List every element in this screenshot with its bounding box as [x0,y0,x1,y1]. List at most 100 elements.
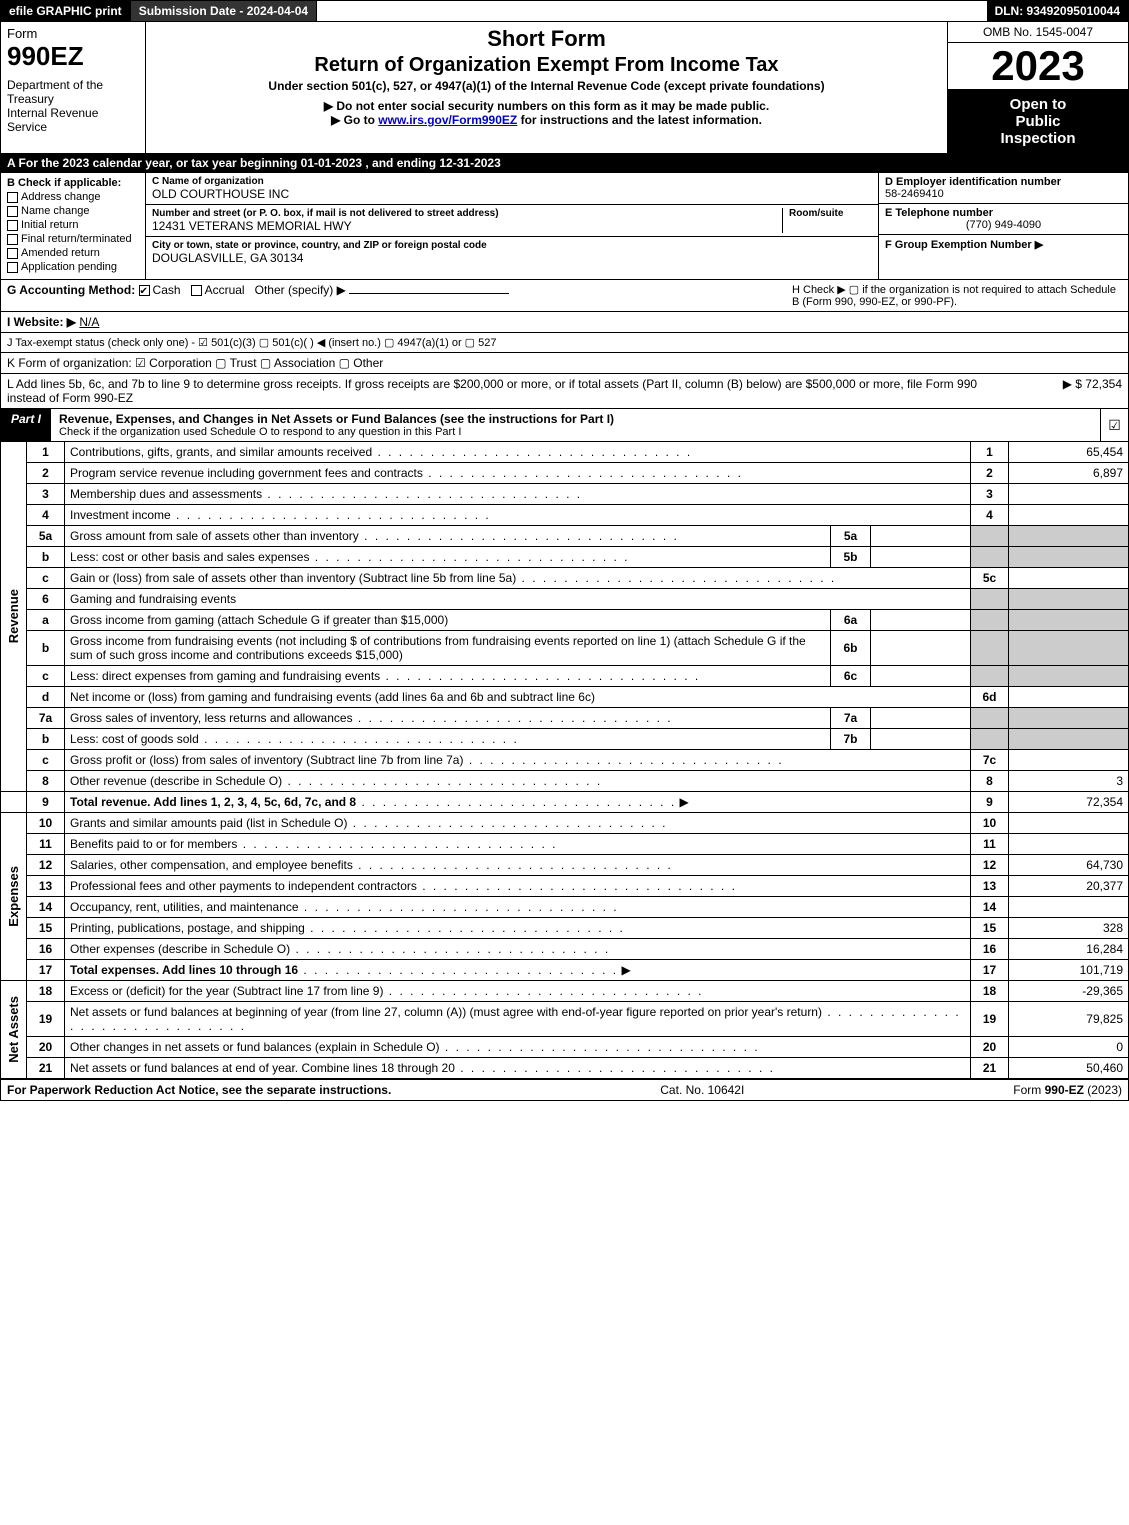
l-amount: ▶ $ 72,354 [1002,377,1122,405]
l13-value: 20,377 [1009,876,1129,897]
l7b-subval [871,729,971,750]
form-word: Form [7,26,139,41]
l-text: L Add lines 5b, 6c, and 7b to line 9 to … [7,377,1002,405]
l21-value: 50,460 [1009,1058,1129,1079]
side-expenses: Expenses [1,813,27,981]
part1-header: Part I Revenue, Expenses, and Changes in… [0,409,1129,442]
omb-number: OMB No. 1545-0047 [948,22,1128,43]
chk-initial[interactable]: Initial return [7,219,139,231]
i-label: I Website: ▶ [7,315,76,329]
city-value: DOUGLASVILLE, GA 30134 [152,251,872,265]
g-label: G Accounting Method: [7,283,135,297]
l5c-value [1009,568,1129,589]
efile-label[interactable]: efile GRAPHIC print [1,1,131,21]
part1-tag: Part I [1,409,51,441]
city-label: City or town, state or province, country… [152,240,872,251]
header-right: OMB No. 1545-0047 2023 Open to Public In… [948,22,1128,153]
submission-date: Submission Date - 2024-04-04 [131,1,317,21]
l8-value: 3 [1009,771,1129,792]
box-d: D Employer identification number 58-2469… [878,173,1128,279]
tel-cell: E Telephone number (770) 949-4090 [879,204,1128,235]
tel-value: (770) 949-4090 [885,219,1122,231]
dept-label: Department of the Treasury Internal Reve… [7,78,139,134]
part1-check[interactable]: ☑ [1100,409,1128,441]
open-inspection: Open to Public Inspection [948,90,1128,153]
l1-value: 65,454 [1009,442,1129,463]
ein-cell: D Employer identification number 58-2469… [879,173,1128,204]
side-netassets: Net Assets [1,981,27,1079]
topbar-spacer [317,1,986,21]
note-link: ▶ Go to www.irs.gov/Form990EZ for instru… [154,113,939,127]
irs-link[interactable]: www.irs.gov/Form990EZ [378,113,517,127]
part1-table: Revenue 1 Contributions, gifts, grants, … [0,442,1129,1079]
l6c-subval [871,666,971,687]
l6a-subval [871,610,971,631]
l4-value [1009,505,1129,526]
l7a-subval [871,708,971,729]
ein-label: D Employer identification number [885,176,1122,188]
l12-value: 64,730 [1009,855,1129,876]
header-center: Short Form Return of Organization Exempt… [146,22,948,153]
form-title: Return of Organization Exempt From Incom… [154,54,939,77]
l17-value: 101,719 [1009,960,1129,981]
l15-value: 328 [1009,918,1129,939]
part1-sub: Check if the organization used Schedule … [59,426,1092,438]
website-value: N/A [79,315,99,329]
l7c-value [1009,750,1129,771]
form-header: Form 990EZ Department of the Treasury In… [0,22,1129,154]
l5b-subval [871,547,971,568]
footer-mid: Cat. No. 10642I [660,1083,744,1097]
addr-value: 12431 VETERANS MEMORIAL HWY [152,219,782,233]
part1-title: Revenue, Expenses, and Changes in Net As… [59,412,614,426]
part1-desc: Revenue, Expenses, and Changes in Net As… [51,409,1100,441]
page-footer: For Paperwork Reduction Act Notice, see … [0,1079,1129,1101]
org-name: OLD COURTHOUSE INC [152,187,872,201]
note-link-pre: ▶ Go to [331,113,378,127]
chk-amended[interactable]: Amended return [7,247,139,259]
addr-label: Number and street (or P. O. box, if mail… [152,208,782,219]
room-label: Room/suite [789,208,872,219]
open-2: Public [952,113,1124,130]
l10-value [1009,813,1129,834]
dln-label: DLN: 93492095010044 [987,1,1128,21]
footer-right: Form 990-EZ (2023) [1013,1083,1122,1097]
footer-left: For Paperwork Reduction Act Notice, see … [7,1083,391,1097]
note-link-post: for instructions and the latest informat… [517,113,762,127]
l18-value: -29,365 [1009,981,1129,1002]
row-l: L Add lines 5b, 6c, and 7b to line 9 to … [0,374,1129,409]
l3-value [1009,484,1129,505]
chk-pending[interactable]: Application pending [7,261,139,273]
top-bar: efile GRAPHIC print Submission Date - 20… [0,0,1129,22]
open-3: Inspection [952,130,1124,147]
row-g: G Accounting Method: Cash Accrual Other … [7,283,792,308]
row-k: K Form of organization: ☑ Corporation ▢ … [0,353,1129,374]
l6d-value [1009,687,1129,708]
group-label: F Group Exemption Number ▶ [885,238,1122,251]
l14-value [1009,897,1129,918]
row-j: J Tax-exempt status (check only one) - ☑… [0,333,1129,353]
addr-row: Number and street (or P. O. box, if mail… [146,205,878,237]
tel-label: E Telephone number [885,207,1122,219]
l5a-subval [871,526,971,547]
header-left: Form 990EZ Department of the Treasury In… [1,22,146,153]
ein-value: 58-2469410 [885,188,1122,200]
row-h: H Check ▶ ▢ if the organization is not r… [792,283,1122,308]
l16-value: 16,284 [1009,939,1129,960]
city-row: City or town, state or province, country… [146,237,878,268]
org-name-row: C Name of organization OLD COURTHOUSE IN… [146,173,878,205]
chk-cash[interactable] [139,285,150,296]
row-g-h: G Accounting Method: Cash Accrual Other … [0,280,1129,312]
l20-value: 0 [1009,1037,1129,1058]
chk-accrual[interactable] [191,285,202,296]
info-grid: B Check if applicable: Address change Na… [0,173,1129,280]
note-ssn: ▶ Do not enter social security numbers o… [154,99,939,113]
chk-address[interactable]: Address change [7,191,139,203]
org-name-label: C Name of organization [152,176,872,187]
l6b-subval [871,631,971,666]
other-specify-input[interactable] [349,293,509,294]
side-revenue: Revenue [1,442,27,792]
chk-name[interactable]: Name change [7,205,139,217]
chk-final[interactable]: Final return/terminated [7,233,139,245]
box-b-title: B Check if applicable: [7,177,139,189]
l2-value: 6,897 [1009,463,1129,484]
